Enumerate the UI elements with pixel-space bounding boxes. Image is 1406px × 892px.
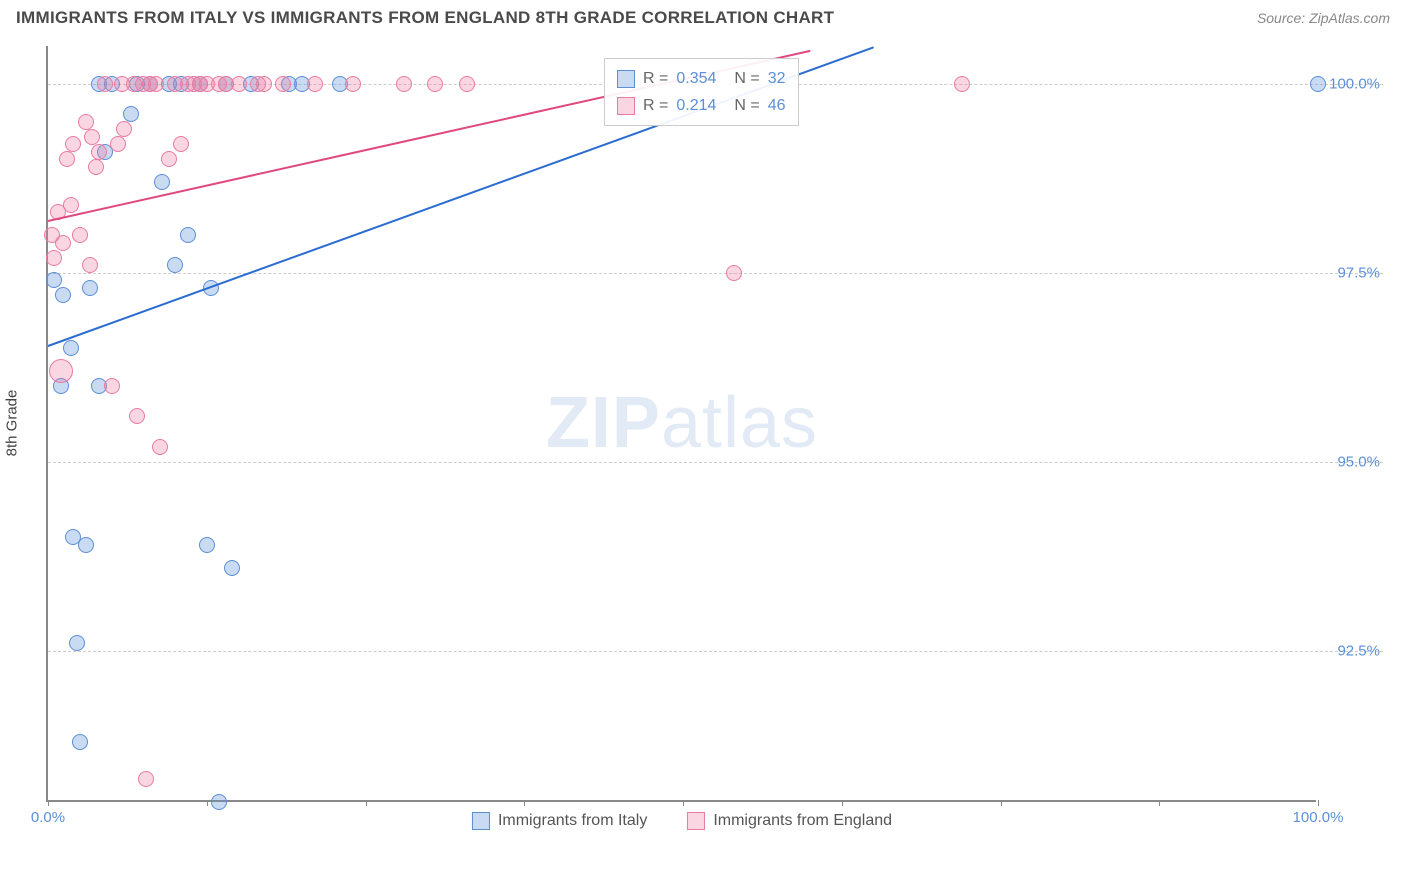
stat-row: R = 0.214 N = 46 — [617, 92, 786, 119]
x-tick — [1159, 800, 1160, 806]
data-point — [78, 114, 94, 130]
legend-swatch — [472, 812, 490, 830]
x-tick — [207, 800, 208, 806]
data-point — [97, 76, 113, 92]
series-swatch — [617, 97, 635, 115]
data-point — [180, 227, 196, 243]
data-point — [55, 235, 71, 251]
data-point — [55, 287, 71, 303]
data-point — [104, 378, 120, 394]
stat-row: R = 0.354 N = 32 — [617, 65, 786, 92]
data-point — [427, 76, 443, 92]
data-point — [161, 151, 177, 167]
data-point — [199, 537, 215, 553]
chart-title: IMMIGRANTS FROM ITALY VS IMMIGRANTS FROM… — [16, 8, 834, 28]
data-point — [82, 257, 98, 273]
data-point — [1310, 76, 1326, 92]
x-tick — [48, 800, 49, 806]
x-tick — [1001, 800, 1002, 806]
legend-item: Immigrants from England — [687, 812, 892, 830]
data-point — [88, 159, 104, 175]
stat-n-label: N = — [734, 65, 759, 92]
stat-r-value: 0.354 — [676, 65, 716, 92]
data-point — [129, 408, 145, 424]
stat-r-label: R = — [643, 65, 668, 92]
legend-swatch — [687, 812, 705, 830]
data-point — [84, 129, 100, 145]
plot-area: ZIPatlas 8th Grade 92.5%95.0%97.5%100.0%… — [46, 46, 1316, 802]
x-tick — [524, 800, 525, 806]
y-tick-label: 92.5% — [1320, 642, 1380, 659]
stat-n-value: 32 — [768, 65, 786, 92]
data-point — [116, 121, 132, 137]
stat-n-value: 46 — [768, 92, 786, 119]
gridline — [48, 651, 1383, 652]
x-tick — [842, 800, 843, 806]
stat-r-value: 0.214 — [676, 92, 716, 119]
data-point — [345, 76, 361, 92]
data-point — [154, 174, 170, 190]
y-tick-label: 95.0% — [1320, 453, 1380, 470]
data-point — [148, 76, 164, 92]
data-point — [211, 794, 227, 810]
data-point — [726, 265, 742, 281]
series-swatch — [617, 70, 635, 88]
source-name: ZipAtlas.com — [1309, 10, 1390, 26]
legend-label: Immigrants from England — [713, 812, 892, 830]
x-tick — [366, 800, 367, 806]
data-point — [307, 76, 323, 92]
data-point — [256, 76, 272, 92]
chart-container: ZIPatlas 8th Grade 92.5%95.0%97.5%100.0%… — [46, 46, 1386, 836]
data-point — [91, 144, 107, 160]
stat-r-label: R = — [643, 92, 668, 119]
x-tick-label: 0.0% — [31, 809, 65, 826]
legend-item: Immigrants from Italy — [472, 812, 647, 830]
watermark: ZIPatlas — [546, 382, 818, 464]
data-point — [152, 439, 168, 455]
y-axis-title: 8th Grade — [4, 390, 21, 457]
data-point — [167, 257, 183, 273]
data-point — [275, 76, 291, 92]
legend: Immigrants from Italy Immigrants from Eng… — [472, 812, 892, 830]
watermark-rest: atlas — [661, 383, 818, 463]
data-point — [63, 340, 79, 356]
data-point — [123, 106, 139, 122]
data-point — [72, 227, 88, 243]
chart-header: IMMIGRANTS FROM ITALY VS IMMIGRANTS FROM… — [0, 0, 1406, 32]
data-point — [46, 250, 62, 266]
data-point — [46, 272, 62, 288]
y-tick-label: 97.5% — [1320, 264, 1380, 281]
data-point — [231, 76, 247, 92]
data-point — [110, 136, 126, 152]
legend-label: Immigrants from Italy — [498, 812, 647, 830]
data-point — [49, 359, 73, 383]
stat-n-label: N = — [734, 92, 759, 119]
data-point — [82, 280, 98, 296]
source-prefix: Source: — [1257, 10, 1309, 26]
x-tick — [683, 800, 684, 806]
data-point — [954, 76, 970, 92]
data-point — [59, 151, 75, 167]
x-tick — [1318, 800, 1319, 806]
data-point — [224, 560, 240, 576]
x-tick-label: 100.0% — [1293, 809, 1344, 826]
data-point — [69, 635, 85, 651]
stats-box: R = 0.354 N = 32 R = 0.214 N = 46 — [604, 58, 799, 126]
gridline — [48, 462, 1383, 463]
data-point — [65, 136, 81, 152]
data-point — [138, 771, 154, 787]
watermark-bold: ZIP — [546, 383, 661, 463]
chart-source: Source: ZipAtlas.com — [1257, 10, 1390, 26]
data-point — [63, 197, 79, 213]
data-point — [396, 76, 412, 92]
data-point — [78, 537, 94, 553]
y-tick-label: 100.0% — [1320, 75, 1380, 92]
data-point — [72, 734, 88, 750]
data-point — [173, 136, 189, 152]
data-point — [459, 76, 475, 92]
